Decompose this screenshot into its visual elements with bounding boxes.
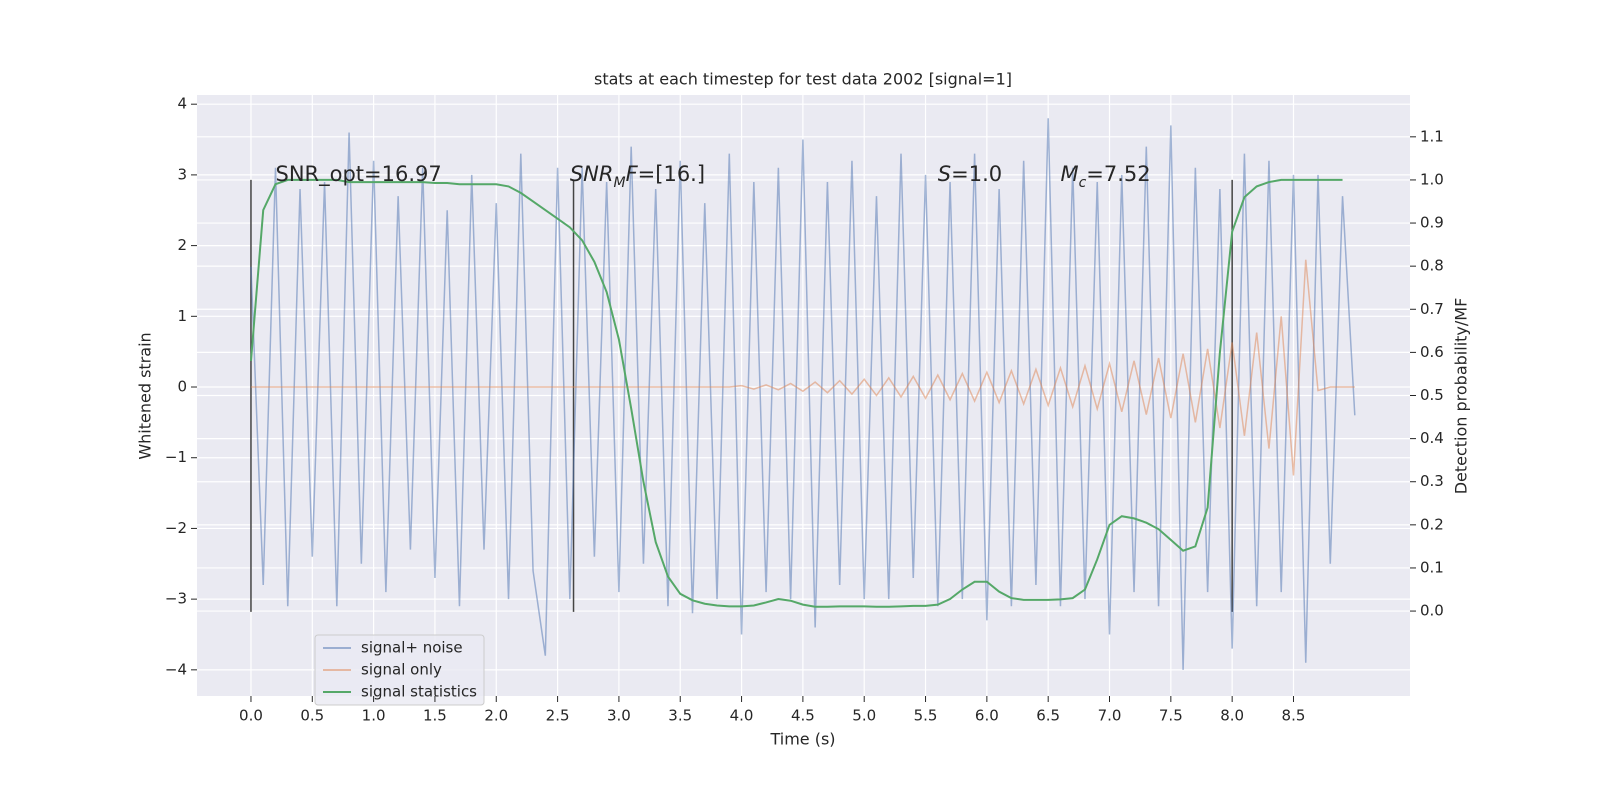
y-tick-label: 0 bbox=[177, 378, 187, 396]
y2-tick-label: 0.6 bbox=[1420, 343, 1444, 361]
x-tick-label: 0.0 bbox=[239, 707, 263, 725]
annotation-part: =1.0 bbox=[951, 162, 1002, 186]
annotation-part: F bbox=[626, 162, 639, 186]
legend-frame bbox=[314, 634, 485, 706]
legend-label: signal statistics bbox=[361, 683, 477, 701]
x-tick-label: 6.5 bbox=[1036, 707, 1060, 725]
y2-tick-label: 0.9 bbox=[1420, 214, 1444, 232]
marks: SNR_opt=16.97 SNRMF=[16.] S=1.0 Mc=7.52 bbox=[249, 118, 1356, 670]
y-axis-label: Whitened strain bbox=[136, 332, 155, 459]
legend-label: signal only bbox=[361, 661, 442, 679]
y2-tick-label: 0.4 bbox=[1420, 429, 1444, 447]
y2-tick-label: 0.5 bbox=[1420, 386, 1444, 404]
y2-tick-label: 0.1 bbox=[1420, 558, 1444, 576]
x-axis-label: Time (s) bbox=[769, 730, 835, 749]
y2-tick-label: 0.2 bbox=[1420, 515, 1444, 533]
annotation-part: M bbox=[1060, 162, 1078, 186]
x-tick-label: 5.5 bbox=[914, 707, 938, 725]
y2-tick-label: 1.1 bbox=[1420, 127, 1444, 145]
y2-tick-label: 0.0 bbox=[1420, 602, 1444, 620]
annotation: SNRMF=[16.] bbox=[570, 162, 705, 191]
x-tick-label: 4.5 bbox=[791, 707, 815, 725]
y2-tick-label: 1.0 bbox=[1420, 170, 1444, 188]
annotation: Mc=7.52 bbox=[1060, 162, 1150, 191]
x-tick-label: 8.5 bbox=[1282, 707, 1306, 725]
x-tick-label: 7.0 bbox=[1098, 707, 1122, 725]
y-tick-label: −4 bbox=[165, 660, 187, 678]
x-tick-label: 1.0 bbox=[362, 707, 386, 725]
legend-label: signal+ noise bbox=[361, 639, 463, 657]
x-tick-label: 4.0 bbox=[730, 707, 754, 725]
x-tick-label: 1.5 bbox=[423, 707, 447, 725]
x-tick-label: 3.0 bbox=[607, 707, 631, 725]
x-tick-label: 2.0 bbox=[484, 707, 508, 725]
y-tick-label: 4 bbox=[177, 95, 187, 113]
annotation-part: SNR bbox=[570, 162, 614, 186]
y-tick-label: −1 bbox=[165, 448, 187, 466]
y2-tick-label: 0.8 bbox=[1420, 257, 1444, 275]
y-tick-label: 1 bbox=[177, 307, 187, 325]
y-tick-label: 2 bbox=[177, 236, 187, 254]
y-tick-label: −2 bbox=[165, 519, 187, 537]
y-tick-label: 3 bbox=[177, 165, 187, 183]
x-tick-label: 0.5 bbox=[300, 707, 324, 725]
annotation-part: =[16.] bbox=[638, 162, 705, 186]
x-tick-label: 6.0 bbox=[975, 707, 999, 725]
annotation-part: SNR_opt=16.97 bbox=[275, 162, 441, 187]
x-tick-label: 2.5 bbox=[546, 707, 570, 725]
y2-tick-label: 0.3 bbox=[1420, 472, 1444, 490]
series-line bbox=[250, 259, 1355, 476]
annotation: SNR_opt=16.97 bbox=[275, 162, 441, 187]
series-line bbox=[250, 118, 1356, 670]
annotation-part: M bbox=[613, 175, 625, 191]
x-tick-label: 8.0 bbox=[1220, 707, 1244, 725]
annotation: S=1.0 bbox=[938, 162, 1002, 186]
legend: signal+ noise signal only signal statistic… bbox=[314, 634, 485, 706]
x-tick-label: 7.5 bbox=[1159, 707, 1183, 725]
series-line bbox=[249, 178, 1343, 608]
x-tick-label: 3.5 bbox=[668, 707, 692, 725]
x-tick-label: 5.0 bbox=[852, 707, 876, 725]
y2-axis-label: Detection probability/MF bbox=[1452, 298, 1471, 495]
y-tick-label: −3 bbox=[165, 590, 187, 608]
annotation-part: S bbox=[938, 162, 951, 186]
annotation-part: c bbox=[1079, 175, 1087, 191]
y2-tick-label: 0.7 bbox=[1420, 300, 1444, 318]
annotation-part: =7.52 bbox=[1086, 162, 1150, 186]
chart-title: stats at each timestep for test data 200… bbox=[594, 70, 1012, 89]
